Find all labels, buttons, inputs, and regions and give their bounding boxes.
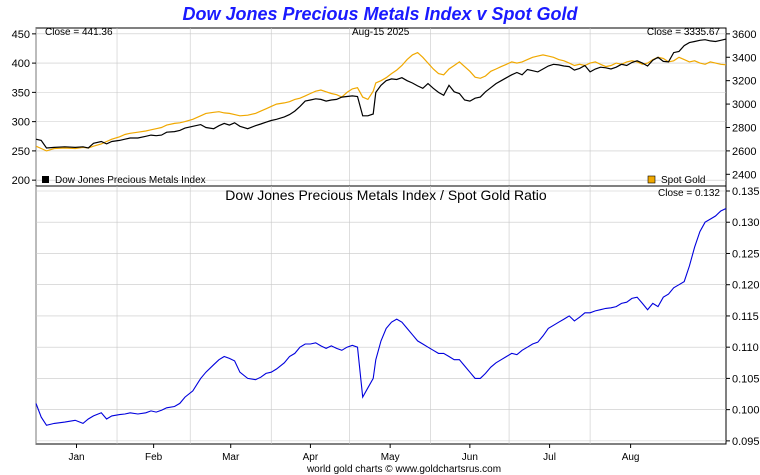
right-tick-label: 3600	[732, 29, 756, 41]
left-tick-label: 450	[12, 29, 30, 41]
top-panel: 200 250 300 350 400 450 2400 2600 2800 3000 3200 3…	[12, 27, 757, 187]
ratio-panel-title: Dow Jones Precious Metals Index / Spot G…	[225, 187, 547, 203]
right-tick-label: 2600	[732, 146, 756, 158]
left-tick-label: 350	[12, 87, 30, 99]
ratio-tick-label: 0.100	[732, 405, 760, 417]
dj-index-line	[35, 38, 727, 149]
ratio-tick-label: 0.105	[732, 373, 760, 385]
right-tick-label: 3000	[732, 99, 756, 111]
ratio-tick-label: 0.130	[732, 217, 760, 229]
ratio-tick-label: 0.095	[732, 436, 760, 448]
ratio-tick-label: 0.135	[732, 186, 760, 198]
ratio-line	[35, 208, 727, 426]
bottom-panel-frame	[35, 185, 727, 445]
dj-legend-swatch	[42, 176, 49, 183]
gold-legend-swatch	[647, 175, 656, 184]
dj-legend-label: Dow Jones Precious Metals Index	[55, 175, 206, 186]
bottom-panel: 0.095 0.100 0.105 0.110 0.115 0.120 0.125 0.130…	[35, 185, 760, 448]
ratio-tick-label: 0.120	[732, 280, 760, 292]
x-tick-label: Aug	[622, 452, 640, 463]
left-tick-label: 400	[12, 58, 30, 70]
gold-legend-label: Spot Gold	[661, 175, 705, 186]
x-tick-label: Jan	[68, 452, 84, 463]
ratio-tick-label: 0.115	[732, 311, 759, 323]
dj-close-label: Close = 441.36	[45, 27, 113, 38]
right-tick-label: 3200	[732, 76, 756, 88]
right-tick-label: 3400	[732, 52, 756, 64]
x-tick-label: Jul	[543, 452, 556, 463]
ratio-tick-label: 0.125	[732, 248, 760, 260]
right-tick-label: 2800	[732, 122, 756, 134]
left-tick-label: 200	[12, 175, 30, 187]
left-tick-label: 250	[12, 146, 30, 158]
right-tick-label: 2400	[732, 169, 756, 181]
x-tick-label: Feb	[145, 452, 163, 463]
top-right-axis: 2400 2600 2800 3000 3200 3400 3600	[726, 29, 756, 181]
ratio-close-label: Close = 0.132	[658, 188, 720, 199]
x-tick-label: May	[381, 452, 400, 463]
top-panel-frame	[35, 27, 727, 187]
top-grid	[35, 28, 726, 186]
bottom-grid	[35, 186, 726, 444]
left-tick-label: 300	[12, 117, 30, 129]
spot-gold-line	[35, 51, 727, 152]
top-left-axis: 200 250 300 350 400 450	[12, 29, 36, 187]
chart-title: Dow Jones Precious Metals Index v Spot G…	[182, 4, 578, 24]
x-tick-label: Mar	[222, 452, 240, 463]
footer-credit: world gold charts © www.goldchartsrus.co…	[306, 464, 501, 475]
ratio-tick-label: 0.110	[732, 342, 759, 354]
x-tick-label: Apr	[303, 452, 319, 463]
x-tick-label: Jun	[462, 452, 478, 463]
x-axis: Jan Feb Mar Apr May Jun Jul Aug	[68, 444, 640, 463]
gold-close-label: Close = 3335.67	[647, 27, 721, 38]
date-label: Aug-15 2025	[352, 27, 410, 38]
bottom-right-axis: 0.095 0.100 0.105 0.110 0.115 0.120 0.125 0.130…	[726, 186, 760, 448]
